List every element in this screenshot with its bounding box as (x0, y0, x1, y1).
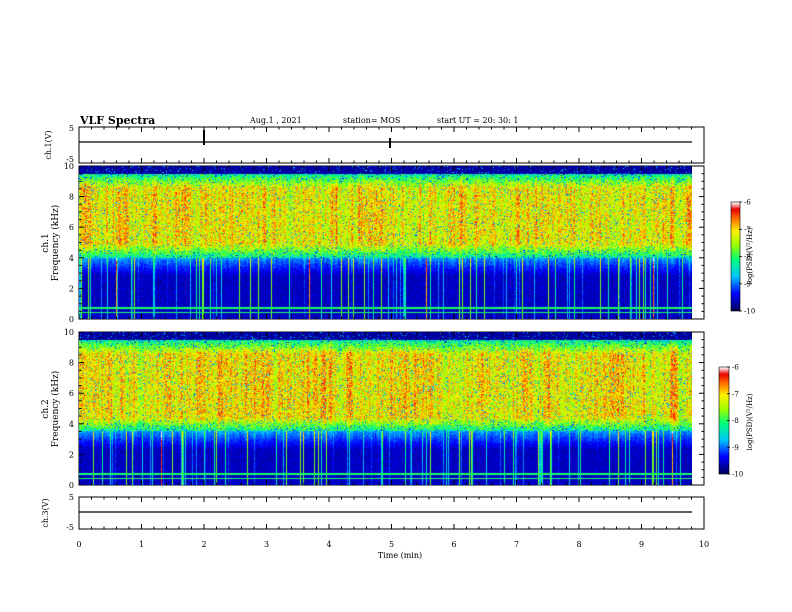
time-axis-tick-label: 0 (76, 540, 81, 549)
ch2-spectrogram-ytick-label: 4 (69, 420, 74, 429)
ch2-spectrogram-ytick-label: 8 (69, 359, 74, 368)
time-axis-tick-label: 5 (389, 540, 394, 549)
ch2-colorbar-ticks: -6 -7 -8 -9 -10 (727, 364, 743, 479)
ch1-colorbar: -6 -7 -8 -9 -10 log(PSD)(V²/Hz) (730, 199, 755, 316)
ch1-colorbar-tick-label: -8 (744, 253, 751, 261)
ch1-spectrogram-ytick-label: 0 (69, 315, 74, 324)
ch2-colorbar-tick-label: -9 (732, 444, 739, 452)
ch1-colorbar-tick-label: -9 (744, 280, 751, 288)
ch3-ytick-neg5: -5 (66, 523, 74, 532)
ch1-spectrogram-panel: 0 2 4 6 8 10 ch.1 Frequency (kHz) (41, 162, 705, 324)
ch1-spectrogram-ytick-label: 6 (69, 223, 74, 232)
ch1-ytick-neg5: -5 (66, 155, 74, 164)
time-axis-tick-label: 9 (639, 540, 644, 549)
ch2-spectrogram-ytick-label: 2 (69, 450, 74, 459)
ch2-colorbar-tick-label: -8 (732, 417, 739, 425)
ch2-colorbar-label: log(PSD)(V²/Hz) (746, 393, 754, 450)
ch1-colorbar-gradient (731, 202, 740, 311)
ch1-spectrogram-yticks: 0 2 4 6 8 10 (64, 162, 704, 324)
ch1-spectrogram-image (79, 166, 692, 319)
ch1-spectrogram-ytick-label: 8 (69, 193, 74, 202)
ch1-waveform-frame (78, 126, 705, 164)
ch1-spectrogram-xticks (78, 166, 705, 319)
ch3-waveform-frame (78, 496, 705, 530)
time-axis-label: Time (min) (378, 551, 422, 560)
ch1-waveform-ylabel: ch.1(V) (44, 130, 53, 159)
figure-title: VLF Spectra (79, 114, 155, 127)
ch1-spectrogram-ytick-label: 10 (64, 162, 74, 171)
ch2-spectrogram-ytick-label: 10 (64, 328, 74, 337)
time-axis-tick-label: 4 (326, 540, 331, 549)
ch1-spectrogram-ytick-label: 4 (69, 254, 74, 263)
station-label: station= MOS (343, 116, 400, 125)
ch1-colorbar-tick-label: -7 (744, 226, 751, 234)
time-axis-tick-labels: 0 1 2 3 4 5 6 7 8 9 10 (76, 540, 709, 549)
time-axis-tick-label: 2 (201, 540, 206, 549)
ch1-spectrogram-ytick-label: 2 (69, 284, 74, 293)
ch2-colorbar-gradient (719, 367, 729, 474)
time-axis-tick-label: 8 (576, 540, 581, 549)
time-axis-tick-label: 1 (139, 540, 144, 549)
ch2-spectrogram-panel: 0 2 4 6 8 10 ch.2 Frequency (kHz) (41, 328, 705, 490)
time-axis-tick-label: 7 (514, 540, 519, 549)
ch3-waveform-panel: 5 -5 ch.3(V) (41, 493, 705, 532)
ch3-ytick-5: 5 (69, 493, 74, 502)
ch1-colorbar-ticks: -6 -7 -8 -9 -10 (739, 199, 755, 316)
ch2-spectrogram-ylabel-channel: ch.2 (41, 399, 51, 418)
ch2-spectrogram-xticks (78, 332, 705, 485)
date-label: Aug.1 , 2021 (249, 116, 302, 125)
ch1-waveform-xticks (78, 127, 705, 163)
ch2-colorbar-tick-label: -6 (732, 364, 739, 372)
ch1-colorbar-label: log(PSD)(V²/Hz) (746, 227, 754, 284)
ch3-waveform-xticks (78, 497, 705, 529)
start-time-label: start UT = 20: 30: 1 (437, 116, 518, 125)
ch1-colorbar-tick-label: -6 (744, 199, 751, 207)
ch2-colorbar: -6 -7 -8 -9 -10 log(PSD)(V²/Hz) (718, 364, 754, 479)
ch3-waveform-ylabel: ch.3(V) (41, 498, 50, 527)
ch1-spectrogram-ylabel-channel: ch.1 (41, 233, 51, 252)
ch2-colorbar-tick-label: -7 (732, 390, 739, 398)
ch1-ytick-5: 5 (69, 124, 74, 133)
ch2-spectrogram-yticks: 0 2 4 6 8 10 (64, 328, 704, 490)
time-axis-tick-label: 6 (451, 540, 456, 549)
ch1-spectrogram-ylabel-frequency: Frequency (kHz) (50, 205, 61, 282)
ch1-colorbar-tick-label: -10 (744, 308, 755, 316)
ch2-spectrogram-ylabel-frequency: Frequency (kHz) (50, 371, 61, 448)
ch2-spectrogram-ytick-label: 0 (69, 481, 74, 490)
ch2-spectrogram-ytick-label: 6 (69, 389, 74, 398)
time-axis-tick-label: 3 (264, 540, 269, 549)
time-axis-tick-label: 10 (699, 540, 709, 549)
ch1-waveform-panel: 5 -5 ch.1(V) (44, 124, 705, 164)
ch2-spectrogram-image (79, 332, 692, 485)
ch2-colorbar-tick-label: -10 (732, 471, 743, 479)
